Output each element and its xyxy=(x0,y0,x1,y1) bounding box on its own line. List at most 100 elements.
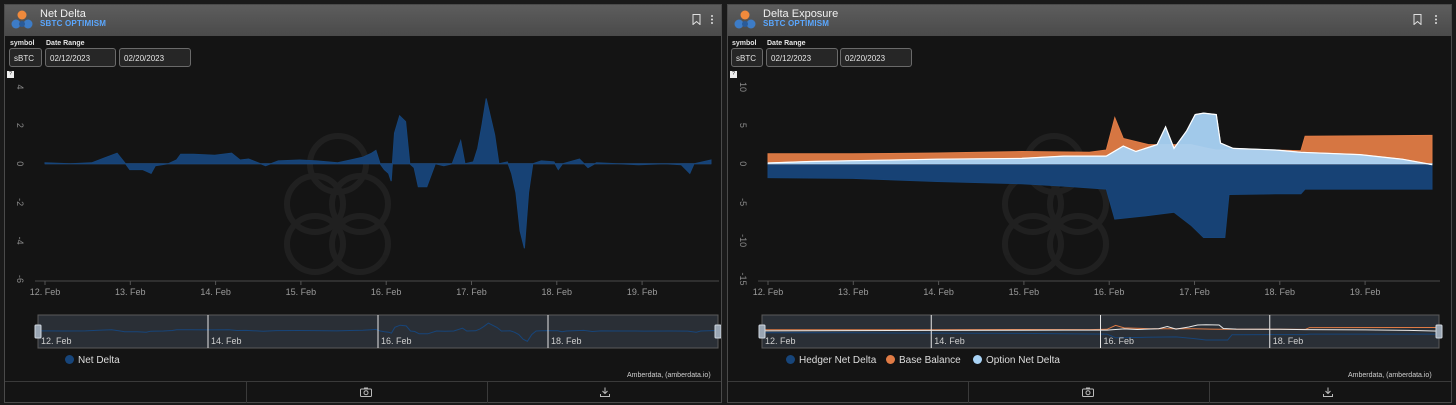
x-tick-label: 18. Feb xyxy=(1265,287,1296,297)
y-tick-label: -6 xyxy=(15,275,25,283)
x-tick-label: 14. Feb xyxy=(200,287,231,297)
y-tick-label: 5 xyxy=(738,123,748,128)
symbol-label: symbol xyxy=(732,40,757,47)
y-tick-label: 10 xyxy=(738,82,748,92)
navigator-tick-label: 14. Feb xyxy=(934,336,965,346)
help-icon[interactable]: ? xyxy=(730,71,737,78)
navigator[interactable]: 12. Feb 14. Feb 16. Feb 18. Feb xyxy=(5,313,721,353)
net-delta-chart: 4 2 0 -2 -4 -6 12. Feb 13. Feb 14. Feb 15. Feb 16.… xyxy=(15,84,719,297)
navigator-tick-label: 12. Feb xyxy=(41,336,72,346)
watermark-ring xyxy=(284,213,346,275)
download-icon xyxy=(1323,387,1333,397)
navigator-tick-label: 18. Feb xyxy=(1273,336,1304,346)
x-tick-label: 19. Feb xyxy=(627,287,658,297)
panel-title: Delta Exposure xyxy=(763,8,839,20)
legend-item-base-balance[interactable]: Base Balance xyxy=(886,355,961,366)
delta-exposure-panel: Delta Exposure SBTC OPTIMISM symbol Date… xyxy=(727,4,1452,403)
download-button[interactable] xyxy=(1209,382,1451,403)
watermark-ring xyxy=(329,173,391,235)
camera-icon xyxy=(1082,387,1094,397)
navigator-tick-label: 12. Feb xyxy=(765,336,796,346)
y-tick-label: 0 xyxy=(738,161,748,166)
more-vertical-icon[interactable] xyxy=(710,14,714,25)
credit-text: Amberdata, (amberdata.io) xyxy=(627,372,711,379)
series-area-net-delta[interactable] xyxy=(44,98,712,249)
panel-subtitle: SBTC OPTIMISM xyxy=(40,19,107,28)
navigator-series xyxy=(761,324,1440,332)
x-tick-label: 17. Feb xyxy=(456,287,487,297)
x-tick-label: 14. Feb xyxy=(923,287,954,297)
date-from-input[interactable]: 02/12/2023 xyxy=(45,48,116,67)
y-tick-label: -10 xyxy=(738,234,748,247)
symbol-select[interactable]: sBTC xyxy=(9,48,42,67)
bookmark-icon[interactable] xyxy=(692,14,701,25)
x-tick-label: 18. Feb xyxy=(542,287,573,297)
y-tick-label: 0 xyxy=(15,161,25,166)
option-net-delta-line xyxy=(767,112,1433,166)
date-from-input[interactable]: 02/12/2023 xyxy=(766,48,838,67)
legend-label: Option Net Delta xyxy=(986,355,1060,366)
x-tick-label: 16. Feb xyxy=(371,287,402,297)
credit-text: Amberdata, (amberdata.io) xyxy=(1348,372,1432,379)
date-to-input[interactable]: 02/20/2023 xyxy=(840,48,912,67)
panel-footer xyxy=(5,381,721,403)
navigator-series xyxy=(37,322,719,342)
navigator-handle[interactable] xyxy=(34,324,42,339)
legend-marker xyxy=(65,355,74,364)
watermark-ring xyxy=(284,173,346,235)
series-area-hedger-net-delta[interactable] xyxy=(767,163,1433,238)
panel-subtitle: SBTC OPTIMISM xyxy=(763,19,830,28)
legend-marker xyxy=(886,355,895,364)
panel-title: Net Delta xyxy=(40,8,86,20)
delta-exposure-chart: 10 5 0 -5 -10 -15 12. Feb 13. Feb 14. Feb 15. Feb… xyxy=(738,82,1440,297)
date-range-label: Date Range xyxy=(767,40,806,47)
panel-header: Delta Exposure SBTC OPTIMISM xyxy=(728,5,1451,36)
y-tick-label: -2 xyxy=(15,198,25,206)
download-button[interactable] xyxy=(487,382,721,403)
camera-icon xyxy=(360,387,372,397)
more-vertical-icon[interactable] xyxy=(1434,14,1438,25)
navigator-tick-label: 18. Feb xyxy=(551,336,582,346)
navigator-tick-label: 14. Feb xyxy=(211,336,242,346)
symbol-label: symbol xyxy=(10,40,35,47)
help-icon[interactable]: ? xyxy=(7,71,14,78)
x-tick-label: 12. Feb xyxy=(30,287,61,297)
legend-label: Base Balance xyxy=(899,355,961,366)
date-range-label: Date Range xyxy=(46,40,85,47)
download-icon xyxy=(600,387,610,397)
navigator-handle[interactable] xyxy=(1435,324,1443,339)
y-tick-label: -5 xyxy=(738,198,748,206)
x-tick-label: 13. Feb xyxy=(838,287,869,297)
screenshot-button[interactable] xyxy=(968,382,1209,403)
navigator[interactable]: 12. Feb 14. Feb 16. Feb 18. Feb xyxy=(728,313,1451,353)
date-to-input[interactable]: 02/20/2023 xyxy=(119,48,191,67)
legend-item-option-net-delta[interactable]: Option Net Delta xyxy=(973,355,1060,366)
screenshot-button[interactable] xyxy=(246,382,487,403)
navigator-handle[interactable] xyxy=(714,324,721,339)
panel-footer xyxy=(728,381,1451,403)
x-tick-label: 12. Feb xyxy=(753,287,784,297)
legend-label: Net Delta xyxy=(78,355,120,366)
navigator-tick-label: 16. Feb xyxy=(381,336,412,346)
symbol-select[interactable]: sBTC xyxy=(731,48,763,67)
x-tick-label: 13. Feb xyxy=(115,287,146,297)
navigator-series xyxy=(761,332,1439,341)
y-tick-label: 2 xyxy=(15,123,25,128)
y-tick-label: -15 xyxy=(738,272,748,285)
legend-item-hedger-net-delta[interactable]: Hedger Net Delta xyxy=(786,355,876,366)
x-tick-label: 15. Feb xyxy=(1009,287,1040,297)
navigator-handle[interactable] xyxy=(758,324,766,339)
legend-marker xyxy=(973,355,982,364)
x-tick-label: 16. Feb xyxy=(1094,287,1125,297)
legend-marker xyxy=(786,355,795,364)
watermark-ring xyxy=(1002,213,1064,275)
navigator-tick-label: 16. Feb xyxy=(1104,336,1135,346)
bookmark-icon[interactable] xyxy=(1413,14,1422,25)
x-tick-label: 19. Feb xyxy=(1350,287,1381,297)
x-tick-label: 17. Feb xyxy=(1179,287,1210,297)
x-tick-label: 15. Feb xyxy=(286,287,317,297)
legend-item-net-delta[interactable]: Net Delta xyxy=(65,355,120,366)
watermark-ring xyxy=(329,213,391,275)
amberdata-logo xyxy=(734,10,756,29)
y-tick-label: 4 xyxy=(15,84,25,89)
